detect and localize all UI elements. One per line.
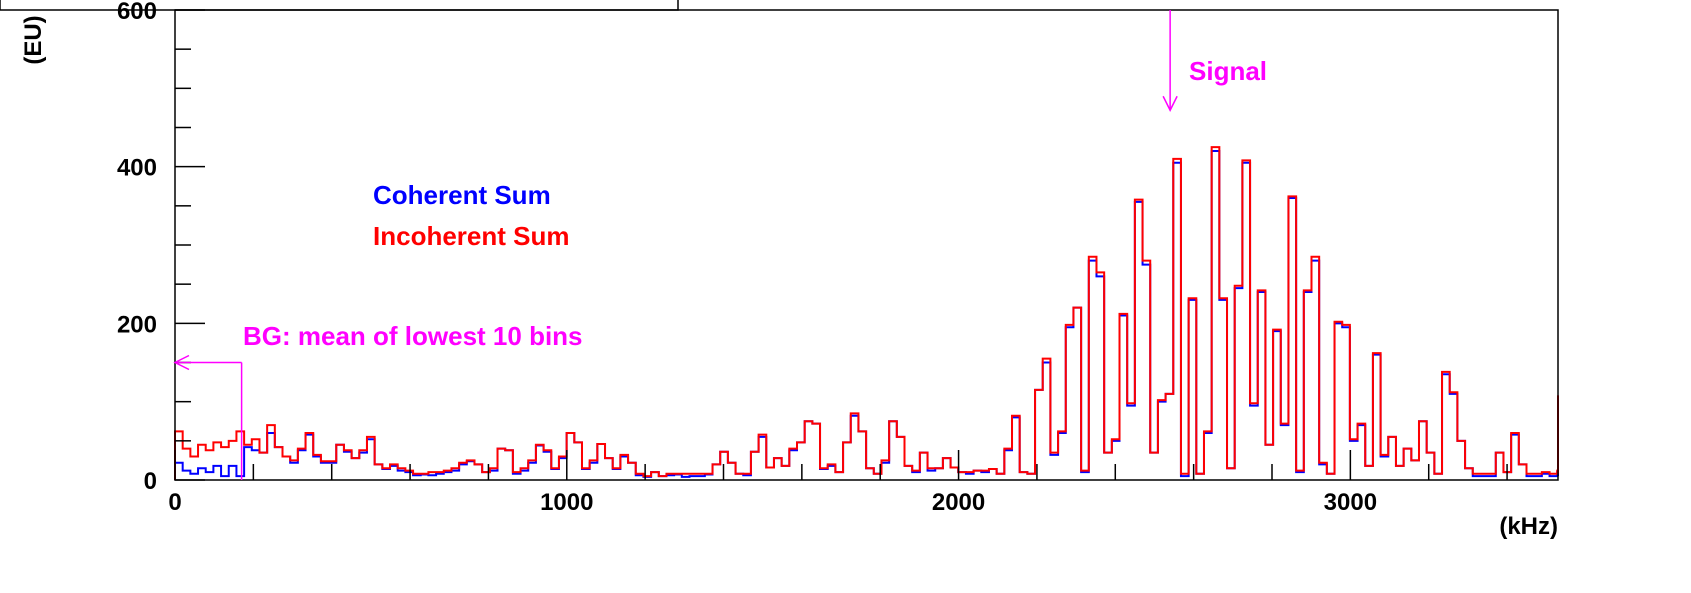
signal-annotation-label: Signal <box>1189 56 1267 86</box>
legend: Coherent Sum Incoherent Sum <box>373 180 569 251</box>
x-axis-title: (kHz) <box>1499 513 1558 540</box>
signal-arrow-head <box>1162 95 1178 112</box>
title-box <box>0 0 679 11</box>
x-tick-label: 0 <box>168 489 181 516</box>
incoherent-sum-line <box>174 146 1559 480</box>
annotations: Signal BG: mean of lowest 10 bins <box>173 10 1267 480</box>
legend-entry-incoherent: Incoherent Sum <box>373 221 569 251</box>
x-tick-label: 3000 <box>1324 489 1377 516</box>
y-tick-label: 200 <box>117 311 157 338</box>
axis-ticks <box>174 9 1508 481</box>
x-tick-label: 2000 <box>932 489 985 516</box>
tick-labels: 0 200 400 600 0 1000 2000 3000 <box>117 0 1377 516</box>
x-tick-label: 1000 <box>540 489 593 516</box>
y-axis-title: (EU) <box>20 15 47 64</box>
background-annotation-label: BG: mean of lowest 10 bins <box>243 321 583 351</box>
y-tick-label: 600 <box>117 0 157 25</box>
title-box-frame <box>0 0 679 11</box>
background-arrow-head <box>173 354 190 371</box>
series-layer <box>174 146 1559 480</box>
y-tick-label: 400 <box>117 155 157 182</box>
legend-entry-coherent: Coherent Sum <box>373 180 551 210</box>
y-tick-label: 0 <box>144 468 157 495</box>
